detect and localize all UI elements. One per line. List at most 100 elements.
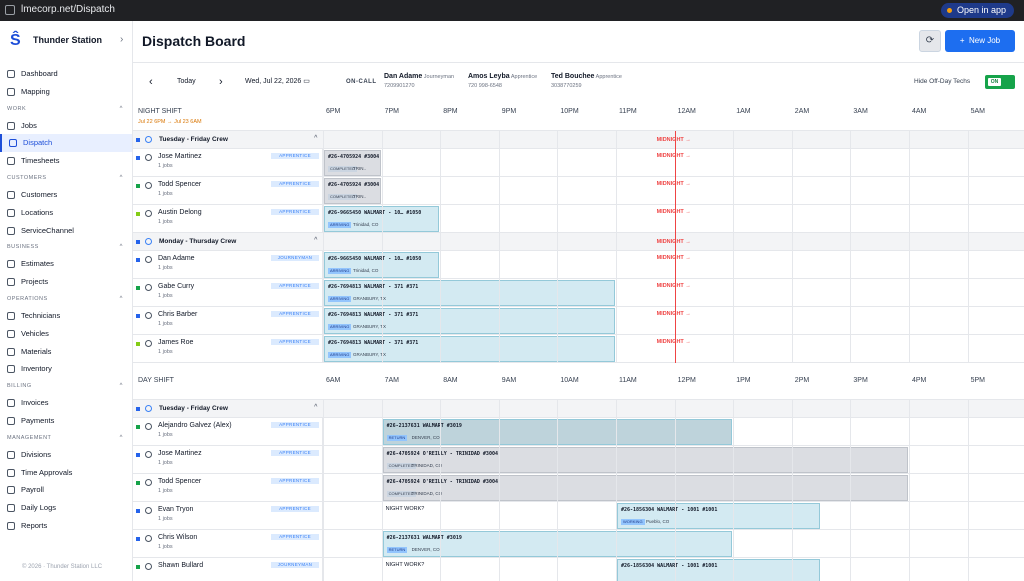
job-block[interactable]: #26-4705924 O'REILLY - TRINIDAD #3004 COM… <box>382 475 908 501</box>
tech-row: Chris Barber 1 jobs APPRENTICE <box>133 307 1024 335</box>
job-block[interactable]: #26-4705924 O'REILLY - TRINIDAD #3004 COM… <box>382 447 908 473</box>
sidebar-item-jobs[interactable]: Jobs <box>0 117 132 135</box>
sidebar-item-time-approvals[interactable]: Time Approvals <box>0 464 132 482</box>
sidebar-item-dispatch[interactable]: Dispatch <box>0 134 132 153</box>
tech-name-cell[interactable]: Chris Barber 1 jobs APPRENTICE <box>133 307 323 335</box>
tech-name-cell[interactable]: Alejandro Galvez (Alex) 1 jobs APPRENTICE <box>133 418 323 446</box>
tech-name-cell[interactable]: Shawn Bullard JOURNEYMAN <box>133 558 323 581</box>
sidebar-item-estimates[interactable]: Estimates <box>0 255 132 273</box>
job-status-badge: ARRIVING <box>328 324 352 330</box>
collapse-chevron-icon[interactable]: ^ <box>314 404 318 410</box>
sidebar-item-customers[interactable]: Customers <box>0 186 132 204</box>
oncall-tech-role: Apprentice <box>594 74 622 80</box>
sidebar-item-daily-logs[interactable]: Daily Logs <box>0 499 132 517</box>
job-block[interactable]: #26-4705924 #3004 COMPLETED TRIN.. <box>324 150 381 176</box>
today-button[interactable]: Today <box>177 78 196 85</box>
hour-label: 7PM <box>384 108 399 115</box>
tech-name-cell[interactable]: Jose Martinez 1 jobs APPRENTICE <box>133 446 323 474</box>
job-block[interactable]: #26-7694813 WALMART - 371 #371 ARRIVING GR… <box>324 336 615 362</box>
sidebar-item-invoices[interactable]: Invoices <box>0 394 132 412</box>
job-block[interactable]: #26-1856304 WALMART - 1001 #1001 <box>617 559 821 581</box>
new-job-button[interactable]: + New Job <box>945 30 1015 52</box>
wallet-icon <box>7 486 15 495</box>
sidebar-item-projects[interactable]: Projects <box>0 273 132 291</box>
sidebar-item-label: Payroll <box>21 485 44 495</box>
job-title: #26-7694813 WALMART - 371 #371 <box>328 284 419 290</box>
collapse-chevron-icon[interactable]: ^ <box>314 237 318 243</box>
hour-gridline <box>381 400 383 581</box>
chevron-up-icon[interactable]: ^ <box>119 434 123 441</box>
job-block[interactable]: #26-1856304 WALMART - 1001 #1001 WORKING P… <box>617 503 821 529</box>
tech-name-cell[interactable]: Jose Martinez 1 jobs APPRENTICE <box>133 149 323 177</box>
crew-icon <box>145 405 152 412</box>
hide-offday-toggle[interactable]: ON <box>985 75 1015 89</box>
box-icon <box>7 347 15 356</box>
sidebar-item-mapping[interactable]: Mapping <box>0 83 132 101</box>
tech-name: Chris Barber <box>158 311 198 318</box>
person-icon <box>145 256 152 263</box>
tech-name-cell[interactable]: Chris Wilson 1 jobs APPRENTICE <box>133 530 323 558</box>
prev-day-button[interactable]: ‹ <box>149 72 153 92</box>
next-day-button[interactable]: › <box>219 72 223 92</box>
sidebar-item-locations[interactable]: Locations <box>0 204 132 222</box>
job-block[interactable]: #26-7694813 WALMART - 371 #371 ARRIVING GR… <box>324 308 615 334</box>
refresh-button[interactable]: ⟳ <box>919 30 941 52</box>
crew-name: Monday - Thursday Crew <box>159 238 237 245</box>
chevron-up-icon[interactable]: ^ <box>119 244 123 251</box>
midnight-marker: MIDNIGHT → <box>656 239 691 245</box>
timeline-header: NIGHT SHIFT Jul 22 6PM → Jul 23 6AM 6PM 7PM… <box>133 102 1024 131</box>
job-title: #26-1856304 WALMART - 1001 #1001 <box>621 563 718 569</box>
sidebar-item-payroll[interactable]: Payroll <box>0 481 132 499</box>
tech-role-badge: JOURNEYMAN <box>271 255 319 261</box>
collapse-chevron-icon[interactable]: ^ <box>314 135 318 141</box>
sidebar-item-materials[interactable]: Materials <box>0 343 132 361</box>
person-icon <box>145 210 152 217</box>
job-block[interactable]: #26-7694813 WALMART - 371 #371 ARRIVING GR… <box>324 280 615 306</box>
person-icon <box>145 284 152 291</box>
tech-row: Chris Wilson 1 jobs APPRENTICE <box>133 530 1024 558</box>
tech-row: Alejandro Galvez (Alex) 1 jobs APPRENTICE <box>133 418 1024 446</box>
sidebar-item-servicechannel[interactable]: ServiceChannel <box>0 222 132 240</box>
tech-role-badge: APPRENTICE <box>271 283 319 289</box>
chevron-up-icon[interactable]: ^ <box>119 296 123 302</box>
hour-gridline <box>498 131 500 363</box>
job-block[interactable]: #26-4705924 #3004 COMPLETED TRIN.. <box>324 178 381 204</box>
hour-label: 10AM <box>560 377 579 384</box>
sidebar-item-payments[interactable]: Payments <box>0 412 132 430</box>
org-switcher[interactable]: Ŝ Thunder Station › <box>10 31 125 53</box>
chevron-up-icon[interactable]: ^ <box>119 105 123 112</box>
midnight-marker: MIDNIGHT → <box>656 339 691 345</box>
tech-name-cell[interactable]: Todd Spencer 1 jobs APPRENTICE <box>133 474 323 502</box>
hour-label: 4AM <box>912 108 927 115</box>
tech-name-cell[interactable]: Todd Spencer 1 jobs APPRENTICE <box>133 177 323 205</box>
job-status-badge: WORKING <box>621 519 645 525</box>
crew-group-header[interactable]: Tuesday - Friday Crew ^ <box>133 131 1024 149</box>
sidebar-item-dashboard[interactable]: Dashboard <box>0 65 132 83</box>
url-text[interactable]: lmecorp.net/Dispatch <box>21 4 115 15</box>
sidebar-item-timesheets[interactable]: Timesheets <box>0 152 132 170</box>
sidebar-item-technicians[interactable]: Technicians <box>0 307 132 325</box>
job-status-badge: ARRIVING <box>328 268 352 274</box>
chevron-up-icon[interactable]: ^ <box>119 175 123 181</box>
sidebar-item-vehicles[interactable]: Vehicles <box>0 325 132 343</box>
tech-name-cell[interactable]: Dan Adame 1 jobs JOURNEYMAN <box>133 251 323 279</box>
chevron-up-icon[interactable]: ^ <box>119 383 123 390</box>
nav-section-work: WORK ^ <box>7 105 123 112</box>
hour-label: 6AM <box>326 377 341 384</box>
sidebar-item-inventory[interactable]: Inventory <box>0 360 132 378</box>
date-picker[interactable]: Wed, Jul 22, 2026 ▭ <box>245 72 310 92</box>
hour-label: 6PM <box>326 108 341 115</box>
sidebar-item-divisions[interactable]: Divisions <box>0 446 132 464</box>
tech-name-cell[interactable]: Gabe Curry 1 jobs APPRENTICE <box>133 279 323 307</box>
tech-name-cell[interactable]: James Roe 1 jobs APPRENTICE <box>133 335 323 363</box>
site-settings-icon[interactable] <box>5 5 15 15</box>
crew-group-header[interactable]: Monday - Thursday Crew ^ <box>133 233 1024 251</box>
person-icon <box>145 507 152 514</box>
sidebar-item-reports[interactable]: Reports <box>0 517 132 535</box>
tech-row: Dan Adame 1 jobs JOURNEYMAN <box>133 251 1024 279</box>
tech-name-cell[interactable]: Austin Delong 1 jobs APPRENTICE <box>133 205 323 233</box>
tech-name-cell[interactable]: Evan Tryon 1 jobs APPRENTICE <box>133 502 323 530</box>
open-in-app-button[interactable]: Open in app <box>940 3 1014 18</box>
crew-group-header[interactable]: Tuesday - Friday Crew ^ <box>133 400 1024 418</box>
tech-name: Todd Spencer <box>158 478 202 485</box>
